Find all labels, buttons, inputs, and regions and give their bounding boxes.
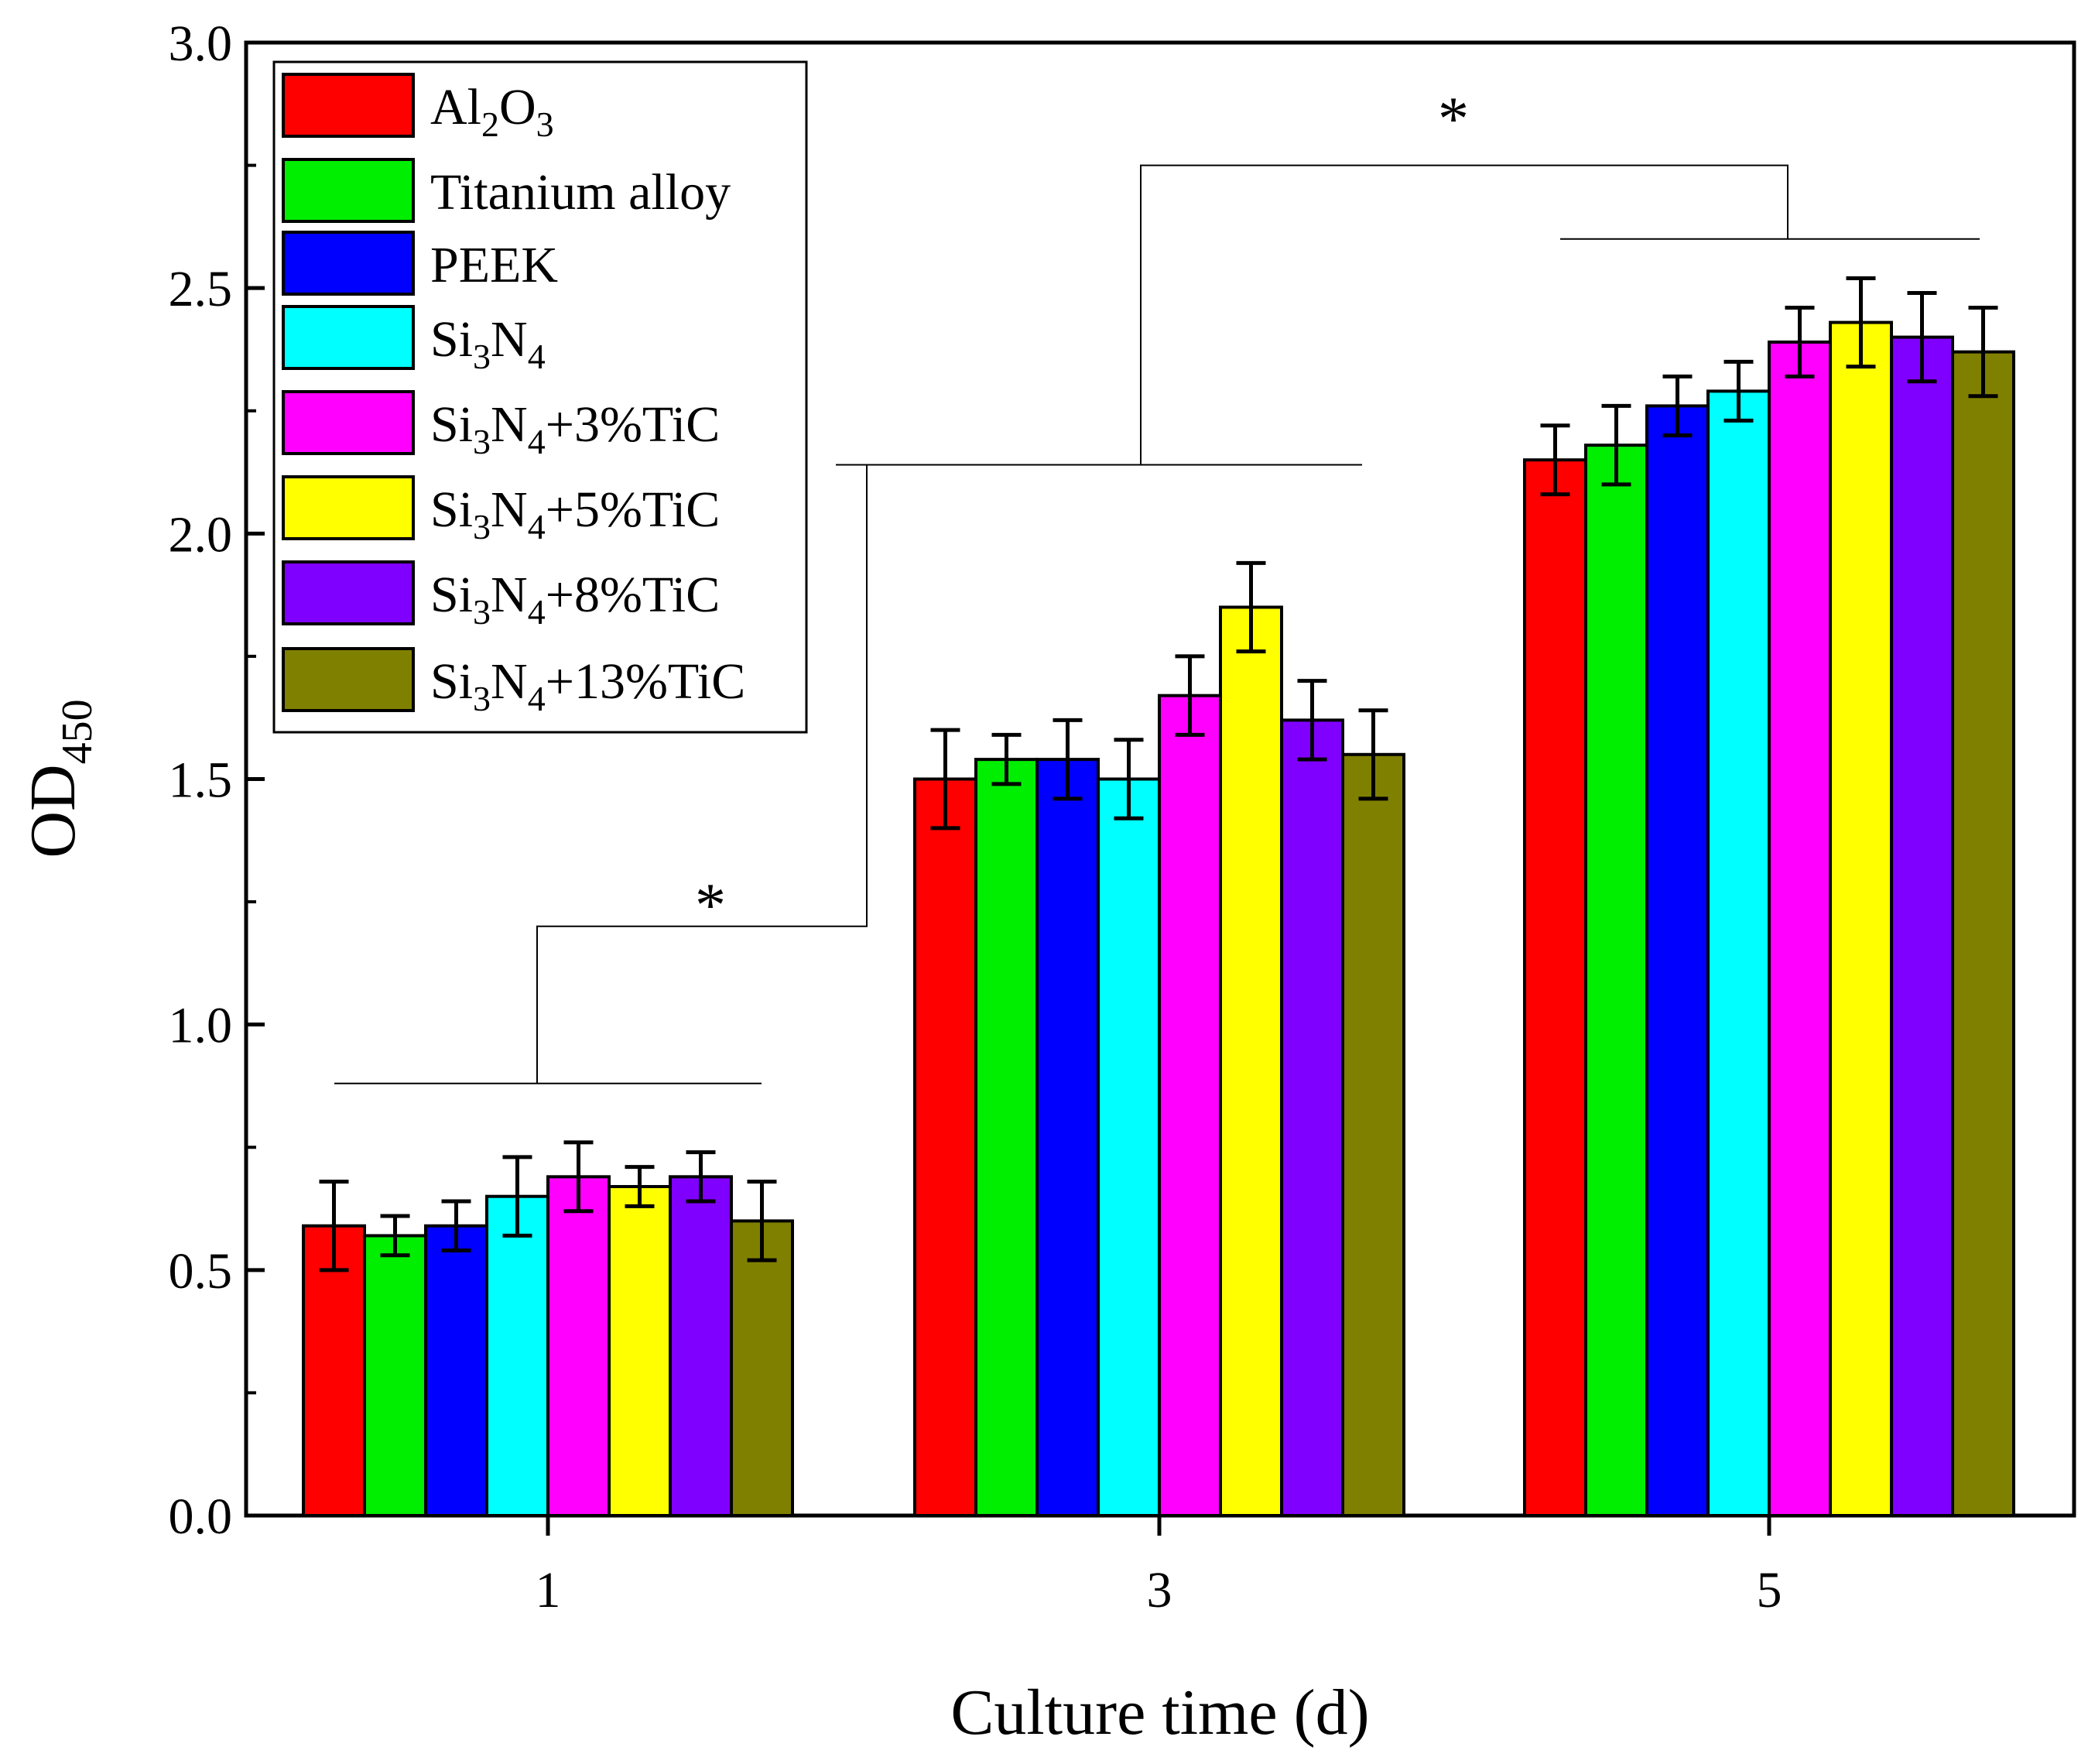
legend-label-part: Titanium alloy	[430, 164, 731, 221]
bar-titanium-alloy-day-5	[1584, 444, 1648, 1517]
legend-label: PEEK	[430, 237, 558, 293]
bar-si3n4-13-tic-day-3	[1341, 752, 1405, 1517]
x-tick-label: 1	[536, 1562, 561, 1618]
significance-bracket-3-5	[1140, 164, 1980, 465]
legend-label-part: N	[491, 567, 528, 623]
legend-label-part: N	[491, 653, 528, 710]
bar-si3n4-day-1	[485, 1194, 549, 1518]
y-tick-label: 2.5	[169, 261, 233, 317]
legend-label-part: Si	[430, 311, 473, 368]
bar-si3n4-5-tic-day-5	[1829, 320, 1893, 1518]
legend-label-part: Al	[430, 79, 481, 135]
y-axis-title-sub: 450	[53, 699, 101, 764]
legend-label-subscript: 4	[528, 592, 546, 632]
legend-swatch	[282, 475, 415, 540]
bar-peek-day-1	[424, 1224, 488, 1517]
legend-label-subscript: 3	[536, 104, 554, 144]
legend-label-part: Si	[430, 653, 473, 710]
legend-swatch	[282, 158, 415, 223]
y-tick-label: 2.0	[169, 506, 233, 563]
y-tick-label: 3.0	[169, 15, 233, 72]
legend-label: Si3N4+5%TiC	[430, 481, 720, 546]
bar-si3n4-day-3	[1097, 777, 1161, 1517]
legend-label-subscript: 3	[473, 592, 491, 632]
legend-swatch	[282, 305, 415, 370]
legend-label-part: O	[499, 79, 536, 135]
legend-swatch	[282, 647, 415, 712]
legend-label-subscript: 4	[528, 337, 546, 376]
bar-titanium-alloy-day-1	[363, 1234, 427, 1518]
legend-label-part: +3%TiC	[546, 396, 721, 453]
y-tick-label: 1.0	[169, 998, 233, 1054]
y-tick-label: 0.5	[169, 1243, 233, 1300]
legend-label-subscript: 3	[473, 507, 491, 546]
legend-label-part: Si	[430, 396, 473, 453]
bar-si3n4-13-tic-day-5	[1951, 350, 2015, 1517]
legend-label-subscript: 4	[528, 679, 546, 718]
legend-label-part: N	[491, 481, 528, 538]
legend-label-subscript: 2	[481, 104, 499, 144]
legend-label-part: PEEK	[430, 237, 558, 293]
bar-peek-day-5	[1645, 404, 1710, 1518]
x-tick-label: 5	[1757, 1562, 1782, 1618]
legend-label-part: +8%TiC	[546, 567, 721, 623]
legend-label-subscript: 3	[473, 679, 491, 718]
legend-label: Titanium alloy	[430, 164, 731, 221]
y-axis-title-text: OD450	[17, 699, 101, 858]
legend-label-part: N	[491, 311, 528, 368]
legend-label-part: +5%TiC	[546, 481, 721, 538]
bar-si3n4-8-tic-day-5	[1890, 335, 1954, 1518]
legend-label-subscript: 3	[473, 422, 491, 461]
bar-si3n4-3-tic-day-1	[546, 1175, 611, 1518]
bar-al2o3-day-1	[302, 1224, 366, 1517]
legend-label: Si3N4+8%TiC	[430, 567, 720, 632]
legend-label-part: +13%TiC	[546, 653, 746, 710]
y-axis-title: OD450	[17, 699, 101, 858]
legend-swatch	[282, 73, 415, 138]
legend-swatch	[282, 231, 415, 296]
legend-swatch	[282, 390, 415, 455]
legend-label-subscript: 4	[528, 507, 546, 546]
bar-si3n4-8-tic-day-3	[1280, 718, 1344, 1517]
legend-swatch	[282, 560, 415, 625]
significance-star-3-5: *	[1438, 85, 1469, 153]
bar-si3n4-3-tic-day-5	[1768, 340, 1832, 1517]
significance-star-1-3: *	[695, 872, 726, 940]
bar-si3n4-3-tic-day-3	[1158, 694, 1222, 1517]
legend-label-subscript: 3	[473, 337, 491, 376]
legend-label-part: Si	[430, 567, 473, 623]
legend-label: Si3N4+13%TiC	[430, 653, 745, 718]
bar-peek-day-3	[1035, 758, 1100, 1517]
legend-label: Si3N4+3%TiC	[430, 396, 720, 461]
significance-bracket-1-3	[334, 464, 1362, 1084]
bar-si3n4-5-tic-day-3	[1219, 605, 1283, 1518]
legend-label: Si3N4	[430, 311, 546, 376]
legend-label: Al2O3	[430, 79, 554, 144]
bar-al2o3-day-3	[913, 777, 977, 1517]
bar-titanium-alloy-day-3	[974, 758, 1039, 1517]
bar-al2o3-day-5	[1523, 458, 1587, 1517]
bar-si3n4-5-tic-day-1	[608, 1184, 672, 1518]
legend-label-subscript: 4	[528, 422, 546, 461]
bar-si3n4-8-tic-day-1	[669, 1175, 733, 1518]
y-tick-label: 0.0	[169, 1488, 233, 1545]
legend-label-part: N	[491, 396, 528, 453]
x-tick-label: 3	[1147, 1562, 1172, 1618]
y-tick-label: 1.5	[169, 752, 233, 809]
y-axis-title-main: OD	[17, 764, 89, 858]
x-axis-title: Culture time (d)	[950, 1677, 1369, 1749]
bar-si3n4-day-5	[1706, 389, 1771, 1517]
legend-label-part: Si	[430, 481, 473, 538]
bar-si3n4-13-tic-day-1	[730, 1219, 794, 1518]
